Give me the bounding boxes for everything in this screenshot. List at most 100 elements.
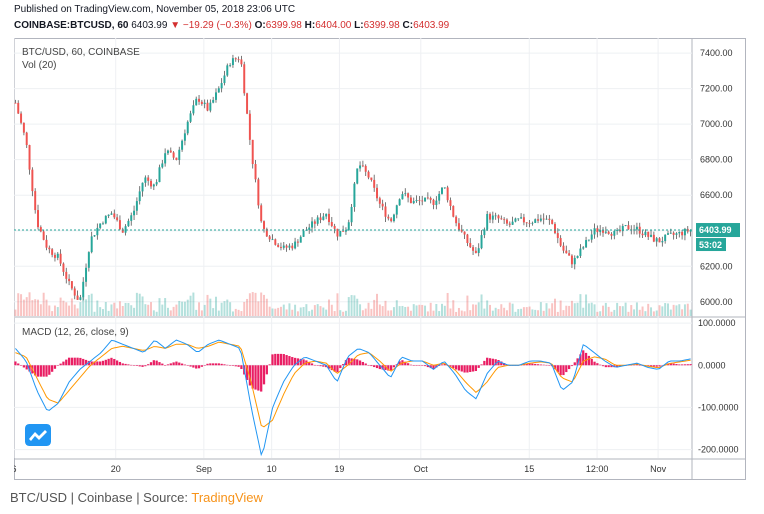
- candle-body: [68, 278, 71, 282]
- macd-histogram-bar: [457, 365, 461, 371]
- candle: [220, 78, 223, 93]
- macd-histogram-bar: [500, 361, 503, 366]
- macd-histogram-bar: [316, 365, 319, 366]
- candle: [452, 205, 455, 218]
- macd-histogram-bar: [274, 353, 277, 366]
- volume-bar: [169, 310, 172, 316]
- candle-body: [568, 253, 571, 256]
- macd-histogram-bar: [99, 361, 102, 366]
- macd-histogram-bar: [339, 365, 342, 369]
- candle-body: [407, 193, 410, 198]
- candle: [590, 230, 593, 243]
- candle: [539, 214, 542, 223]
- candle-body: [378, 198, 381, 204]
- volume-bar: [675, 305, 678, 316]
- candle: [198, 94, 201, 105]
- candle-body: [683, 228, 686, 236]
- candle-body: [53, 254, 56, 258]
- macd-histogram-bar: [497, 359, 500, 366]
- volume-bar: [231, 311, 234, 316]
- candle: [347, 219, 350, 231]
- volume-bar: [147, 304, 150, 316]
- candle-body: [107, 214, 110, 216]
- volume-bar: [587, 303, 590, 316]
- candle: [234, 57, 237, 62]
- candle: [248, 110, 251, 145]
- macd-histogram-bar: [344, 360, 348, 366]
- volume-bar: [460, 310, 463, 316]
- candle: [20, 111, 23, 125]
- time-tick-label: 19: [334, 464, 344, 474]
- volume-bar: [73, 304, 76, 316]
- chart-frame: [14, 38, 746, 480]
- candle-body: [652, 234, 655, 242]
- candle-body: [265, 228, 268, 237]
- candle-body: [96, 227, 99, 236]
- volume-bar: [325, 309, 328, 316]
- candle: [274, 238, 277, 246]
- candle-body: [257, 179, 260, 206]
- candle-body: [48, 247, 51, 250]
- candle: [296, 239, 299, 247]
- macd-histogram-bar: [96, 361, 99, 366]
- volume-bar: [313, 305, 316, 316]
- volume-bar: [472, 304, 475, 316]
- candle-body: [480, 235, 483, 249]
- candle: [415, 195, 418, 203]
- volume-bar: [79, 302, 82, 316]
- macd-histogram-bar: [67, 357, 71, 366]
- volume-bar: [277, 307, 280, 316]
- candle: [282, 241, 285, 250]
- candle-body: [565, 250, 568, 254]
- candle: [209, 99, 212, 113]
- candle: [443, 187, 446, 189]
- candle: [144, 175, 147, 187]
- macd-histogram-bar: [271, 354, 274, 366]
- macd-histogram-bar: [536, 364, 540, 366]
- candle-body: [135, 201, 138, 211]
- candle-body: [494, 215, 497, 217]
- candle-body: [624, 225, 627, 227]
- candle-body: [500, 218, 503, 220]
- candle-body: [130, 215, 133, 221]
- volume-bar: [223, 301, 226, 316]
- volume-bar: [392, 307, 395, 316]
- volume-bar: [25, 297, 28, 316]
- macd-histogram-bar: [138, 365, 141, 367]
- volume-bar: [116, 308, 119, 316]
- candle: [652, 231, 655, 243]
- price-chart[interactable]: 7400.007200.007000.006800.006600.006400.…: [14, 38, 746, 480]
- macd-histogram-bar: [477, 365, 480, 368]
- candle: [203, 99, 206, 109]
- candle-body: [198, 98, 201, 102]
- candle: [237, 56, 240, 63]
- volume-bar: [644, 311, 647, 316]
- candle-body: [237, 59, 240, 61]
- candle: [246, 92, 249, 115]
- volume-bar: [198, 302, 201, 316]
- macd-histogram-bar: [452, 365, 455, 369]
- volume-bar: [113, 302, 116, 316]
- macd-histogram-bar: [223, 364, 226, 366]
- macd-histogram-bar: [375, 365, 379, 369]
- candle: [133, 205, 136, 220]
- candle-body: [553, 223, 556, 234]
- candle-body: [268, 236, 271, 240]
- macd-histogram-bar: [76, 357, 79, 366]
- volume-bar: [271, 308, 274, 316]
- candle-body: [356, 168, 359, 184]
- macd-histogram-bar: [618, 365, 622, 367]
- macd-signal-line: [15, 341, 691, 428]
- candle: [545, 215, 548, 220]
- volume-bar: [203, 304, 206, 316]
- tradingview-logo-icon[interactable]: [25, 424, 51, 446]
- macd-histogram-bar: [556, 365, 559, 373]
- footer-source-link[interactable]: TradingView: [191, 490, 263, 505]
- macd-histogram-bar: [443, 363, 446, 366]
- candle: [647, 231, 650, 240]
- candle: [432, 198, 435, 210]
- candle: [313, 219, 316, 229]
- volume-bar: [82, 297, 85, 316]
- candle: [576, 255, 579, 259]
- candle-body: [223, 75, 226, 84]
